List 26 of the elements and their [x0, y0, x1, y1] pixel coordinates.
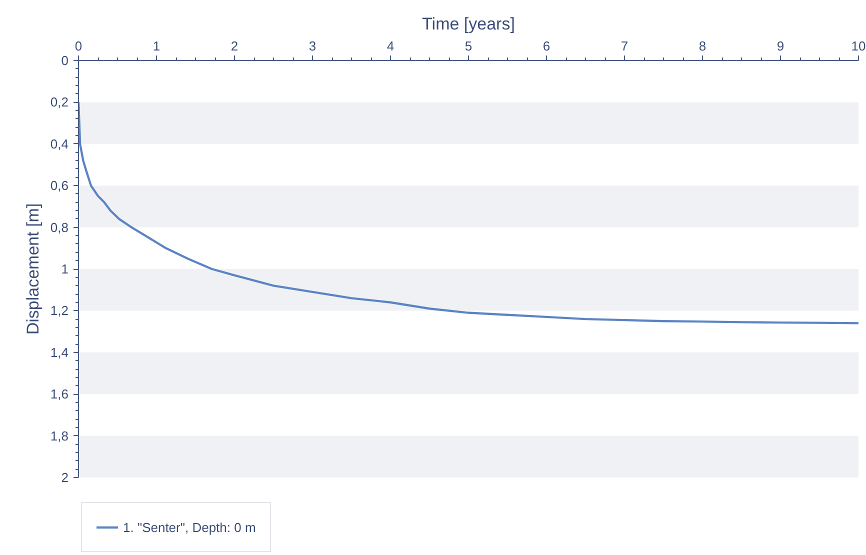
x-tick-label: 10: [851, 38, 866, 54]
y-tick-label: 1: [61, 262, 69, 276]
y-axis-title: Displacement [m]: [23, 203, 42, 335]
y-tick-label: 0,6: [50, 178, 69, 194]
legend-label: 1. "Senter", Depth: 0 m: [123, 520, 256, 534]
x-tick-label: 4: [386, 38, 394, 54]
y-tick-label: 1,8: [50, 428, 69, 444]
x-tick-label: 8: [698, 38, 706, 54]
x-tick-label: 0: [74, 38, 82, 54]
y-tick-label: 1,4: [50, 344, 69, 360]
y-tick-label: 0,2: [50, 94, 69, 110]
x-axis-title: Time [years]: [422, 14, 515, 34]
y-tick-label: 0: [61, 53, 69, 68]
x-tick-label: 2: [230, 38, 238, 54]
x-tick-label: 5: [464, 38, 472, 54]
x-tick-label: 6: [542, 38, 550, 54]
x-tick-label: 1: [152, 38, 160, 54]
y-tick-label: 0,8: [50, 220, 69, 235]
line-series: [78, 101, 858, 324]
y-tick-label: 0,4: [50, 136, 69, 152]
x-tick-label: 3: [308, 38, 316, 54]
y-tick-label: 1,2: [50, 303, 69, 318]
x-tick-label: 9: [776, 38, 784, 54]
y-tick-label: 2: [61, 470, 69, 485]
y-tick-label: 1,6: [50, 386, 69, 402]
x-tick-label: 7: [620, 38, 628, 54]
